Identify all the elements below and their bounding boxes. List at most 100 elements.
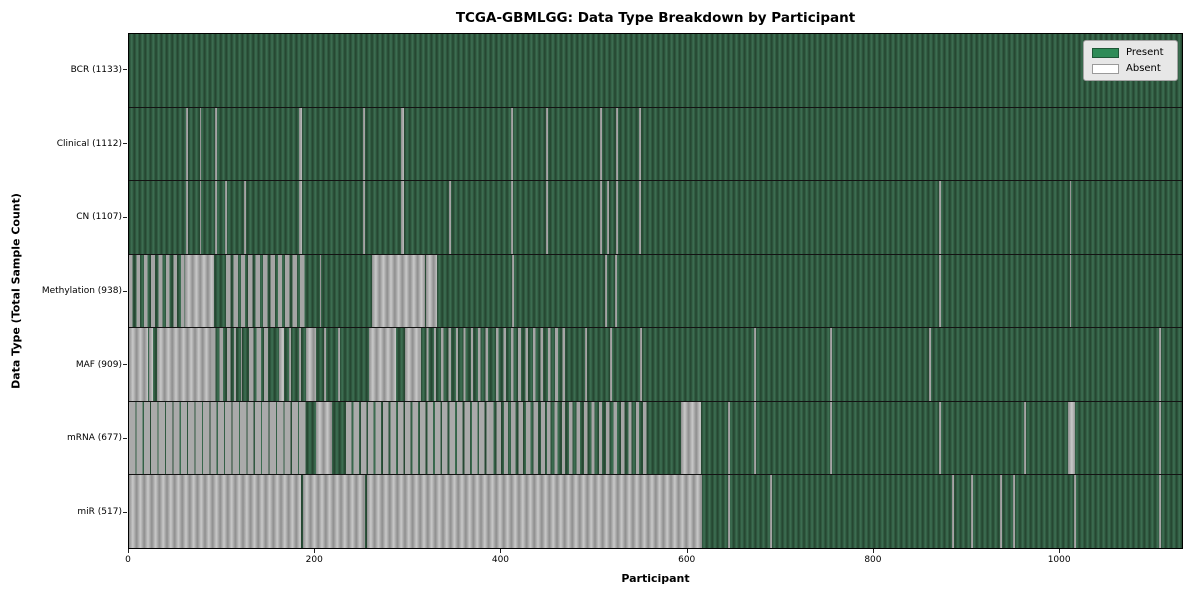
absent-segment	[299, 328, 301, 401]
mixed-segment	[129, 401, 306, 475]
y-tick-mark	[123, 364, 127, 366]
x-tick-label: 200	[305, 555, 323, 565]
absent-segment	[952, 475, 955, 549]
absent-segment	[681, 401, 702, 475]
absent-segment	[185, 107, 188, 181]
row-mrna	[129, 401, 1182, 476]
absent-segment	[770, 475, 773, 549]
y-tick-label: MAF (909)	[75, 359, 122, 370]
absent-segment	[728, 475, 731, 549]
absent-segment	[939, 254, 942, 328]
x-tick-mark	[500, 549, 502, 553]
legend-label-present: Present	[1126, 47, 1164, 58]
absent-segment	[363, 107, 366, 181]
absent-segment	[278, 328, 285, 401]
chart-title: TCGA-GBMLGG: Data Type Breakdown by Part…	[455, 10, 856, 26]
x-tick-mark	[872, 549, 874, 553]
legend-item-present: Present	[1092, 47, 1169, 58]
absent-segment	[604, 254, 607, 328]
absent-segment	[1012, 475, 1015, 549]
absent-segment	[184, 254, 214, 328]
absent-segment	[939, 401, 942, 475]
absent-segment	[215, 181, 218, 254]
absent-segment	[585, 328, 588, 401]
x-tick-label: 1000	[1047, 555, 1071, 565]
row-maf	[129, 328, 1182, 402]
mixed-segment	[418, 328, 492, 401]
legend-label-absent: Absent	[1126, 63, 1161, 74]
y-tick-mark	[123, 511, 127, 513]
absent-segment	[615, 254, 617, 328]
absent-segment	[600, 181, 603, 254]
absent-segment	[1024, 401, 1026, 475]
mixed-segment	[248, 328, 269, 401]
x-axis-label: Participant	[621, 572, 690, 585]
absent-segment	[546, 181, 549, 254]
absent-segment	[546, 107, 549, 181]
y-tick-label: mRNA (677)	[67, 433, 122, 444]
absent-segment	[426, 254, 437, 328]
legend-swatch-present	[1092, 47, 1119, 58]
y-tick-mark	[123, 290, 127, 292]
absent-segment	[510, 181, 513, 254]
absent-segment	[1074, 475, 1077, 549]
absent-segment	[939, 181, 942, 254]
mixed-segment	[488, 401, 548, 475]
absent-segment	[1067, 401, 1076, 475]
x-tick-mark	[128, 549, 129, 553]
absent-segment	[754, 328, 757, 401]
x-tick-mark	[686, 549, 688, 553]
absent-segment	[305, 328, 316, 401]
absent-segment	[401, 107, 405, 181]
absent-segment	[371, 254, 425, 328]
y-tick-mark	[123, 69, 127, 71]
absent-segment	[405, 328, 419, 401]
absent-segment	[224, 181, 227, 254]
absent-segment	[829, 328, 832, 401]
absent-segment	[1069, 254, 1072, 328]
absent-segment	[324, 328, 327, 401]
row-bcr	[129, 34, 1182, 108]
mixed-segment	[129, 254, 185, 328]
row-methylation	[129, 254, 1182, 329]
absent-segment	[448, 181, 451, 254]
absent-segment	[199, 107, 202, 181]
legend: Present Absent	[1083, 40, 1178, 81]
absent-segment	[606, 181, 610, 254]
absent-segment	[971, 475, 973, 549]
absent-segment	[1158, 475, 1161, 549]
absent-segment	[616, 181, 618, 254]
absent-segment	[754, 401, 757, 475]
mixed-segment	[211, 328, 236, 401]
mixed-segment	[345, 401, 489, 475]
x-tick-label: 0	[125, 555, 131, 565]
y-tick-label: Methylation (938)	[41, 286, 122, 296]
absent-segment	[610, 328, 613, 401]
absent-segment	[616, 107, 618, 181]
x-tick-mark	[1059, 549, 1061, 553]
absent-segment	[148, 328, 154, 401]
legend-item-absent: Absent	[1092, 63, 1169, 74]
x-axis-ticks: 0 200 400 600 800 1000	[125, 0, 1183, 600]
x-tick-label: 800	[864, 555, 882, 565]
absent-segment	[728, 401, 731, 475]
absent-segment	[366, 475, 702, 549]
x-tick-mark	[314, 549, 316, 553]
absent-segment	[929, 328, 932, 401]
absent-segment	[510, 107, 513, 181]
absent-segment	[511, 254, 514, 328]
mixed-segment	[547, 401, 650, 475]
absent-segment	[1158, 328, 1161, 401]
absent-segment	[129, 475, 301, 549]
y-axis-ticks: BCR (1133) Clinical (1112) CN (1107) Methyl…	[0, 0, 127, 600]
x-tick-label: 600	[678, 555, 696, 565]
absent-segment	[363, 181, 366, 254]
absent-segment	[999, 475, 1002, 549]
absent-segment	[319, 254, 322, 328]
absent-segment	[299, 107, 302, 181]
mixed-segment	[496, 328, 571, 401]
absent-segment	[315, 401, 332, 475]
absent-segment	[639, 107, 642, 181]
legend-swatch-absent	[1092, 63, 1119, 74]
